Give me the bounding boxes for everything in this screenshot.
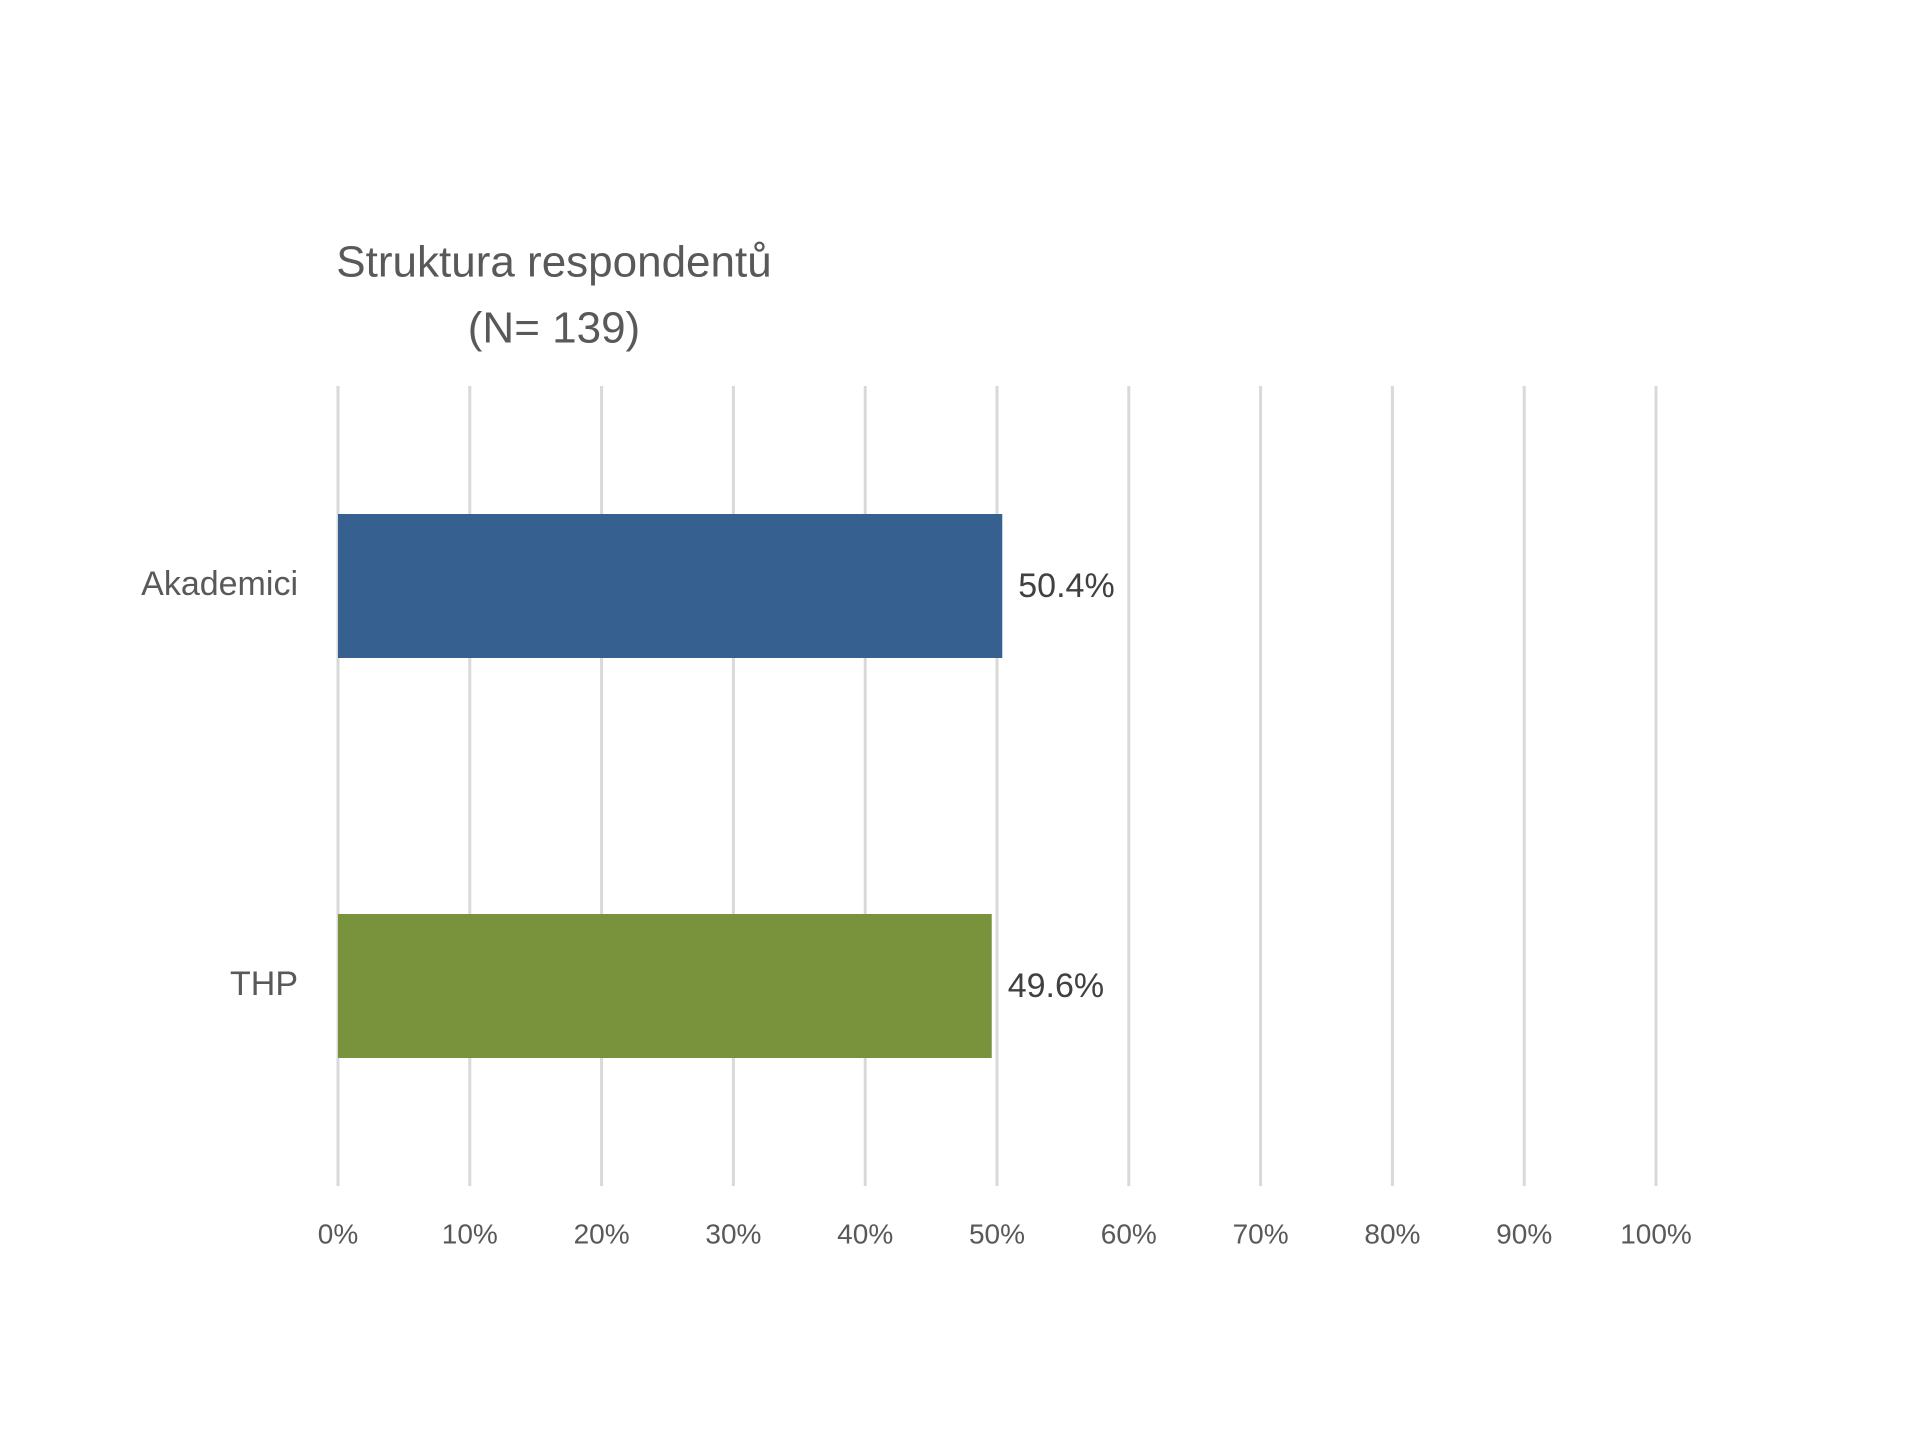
x-tick-label: 40% [837, 1218, 893, 1249]
y-tick-label: THP [230, 965, 298, 1003]
bar [338, 514, 1003, 658]
x-tick-label: 60% [1101, 1218, 1157, 1249]
x-tick-label: 80% [1364, 1218, 1420, 1249]
chart-subtitle: (N= 139) [468, 304, 640, 353]
x-tick-label: 10% [442, 1218, 498, 1249]
x-tick-label: 20% [574, 1218, 630, 1249]
x-tick-label: 70% [1233, 1218, 1289, 1249]
value-label: 50.4% [1018, 567, 1114, 605]
value-label: 49.6% [1008, 967, 1104, 1005]
bar [338, 914, 992, 1058]
y-tick-label: Akademici [141, 565, 298, 603]
chart-title: Struktura respondentů [336, 238, 771, 287]
x-tick-label: 50% [969, 1218, 1025, 1249]
x-tick-label: 30% [705, 1218, 761, 1249]
x-tick-label: 90% [1496, 1218, 1552, 1249]
x-tick-label: 0% [318, 1218, 358, 1249]
x-tick-label: 100% [1620, 1218, 1692, 1249]
